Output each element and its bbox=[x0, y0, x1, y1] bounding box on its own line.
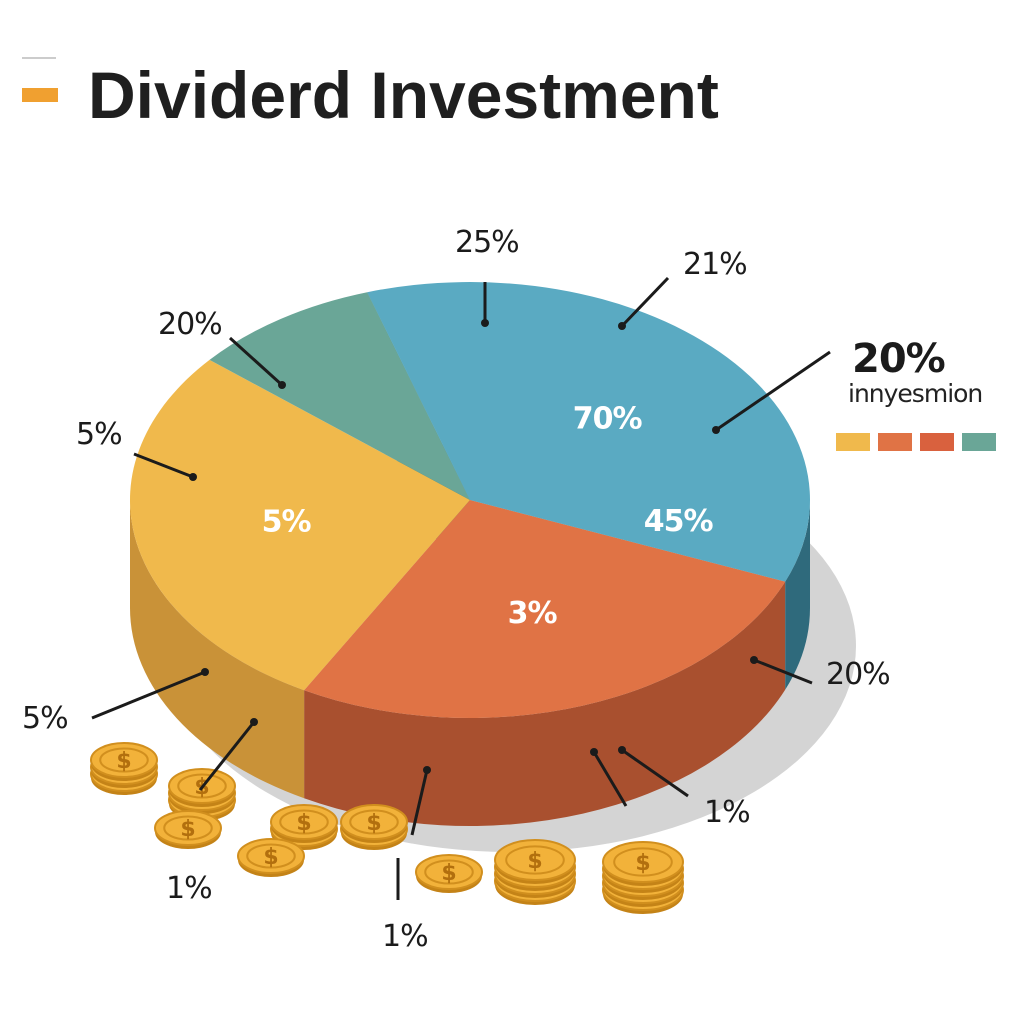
leader-dot bbox=[712, 426, 720, 434]
pie-tops bbox=[129, 282, 810, 718]
coin-stack: $ bbox=[415, 854, 483, 893]
legend-swatches bbox=[836, 433, 996, 451]
callout-label: 1% bbox=[166, 871, 212, 906]
leader-dot bbox=[201, 668, 209, 676]
slice-labels: 3% 5% 70% 45% bbox=[262, 402, 715, 632]
coin-stack: $ bbox=[340, 804, 408, 850]
coin-rim bbox=[177, 773, 227, 799]
callout-label: 21% bbox=[683, 247, 747, 282]
pie-slice-side bbox=[130, 500, 305, 799]
coin-pile: $$$$$$$$$ bbox=[90, 742, 684, 914]
legend-swatch bbox=[836, 433, 870, 451]
coin-rim bbox=[349, 809, 399, 835]
callout-label: 1% bbox=[382, 919, 428, 954]
pie-slice-side bbox=[304, 581, 786, 826]
leader-line bbox=[228, 336, 284, 387]
coin-rim bbox=[279, 809, 329, 835]
leader-dot bbox=[618, 322, 626, 330]
leader-line bbox=[753, 658, 813, 685]
dollar-icon: $ bbox=[441, 861, 456, 886]
dollar-icon: $ bbox=[180, 817, 195, 842]
coin-rim bbox=[424, 859, 474, 885]
pie-slice-label: 70% bbox=[573, 402, 643, 437]
coin-rim bbox=[246, 843, 296, 869]
callout-label: 1% bbox=[704, 795, 750, 830]
leader-line bbox=[592, 751, 628, 807]
leader-line bbox=[198, 721, 256, 791]
leader-dot bbox=[481, 319, 489, 327]
dollar-icon: $ bbox=[366, 811, 381, 836]
dollar-icon: $ bbox=[635, 851, 650, 876]
leader-dot bbox=[250, 718, 258, 726]
callout-big-label: 20% bbox=[852, 336, 945, 382]
legend-title: innyesmion bbox=[848, 379, 982, 408]
callout-label: 20% bbox=[826, 657, 890, 692]
coin-stack: $ bbox=[154, 810, 222, 849]
pie-slice-label: 3% bbox=[508, 596, 558, 631]
leader-line bbox=[621, 748, 689, 798]
legend: innyesmion bbox=[836, 379, 996, 451]
coin-rim bbox=[163, 815, 213, 841]
callout-label: 5% bbox=[76, 417, 122, 452]
leader-dot bbox=[590, 748, 598, 756]
legend-swatch bbox=[878, 433, 912, 451]
leader-dot bbox=[750, 656, 758, 664]
leader-dot bbox=[423, 766, 431, 774]
coin-stack: $ bbox=[90, 742, 158, 795]
dollar-icon: $ bbox=[263, 845, 278, 870]
pie-slice bbox=[367, 282, 810, 582]
chart-title: Dividerd Investment bbox=[88, 58, 719, 132]
callout-label: 20% bbox=[158, 307, 222, 342]
pie-slice-label: 5% bbox=[262, 505, 312, 540]
dollar-icon: $ bbox=[527, 849, 542, 874]
pie-slice bbox=[304, 500, 786, 718]
coin-rim bbox=[99, 747, 149, 773]
leader-line bbox=[620, 276, 670, 328]
dollar-icon: $ bbox=[296, 811, 311, 836]
coin-rim bbox=[505, 845, 565, 875]
coin-rim bbox=[613, 847, 673, 877]
dollar-icon: $ bbox=[116, 749, 131, 774]
pie-slice bbox=[209, 292, 470, 500]
chart-header: Dividerd Investment bbox=[22, 57, 719, 132]
coin-stack: $ bbox=[494, 839, 576, 905]
legend-swatch bbox=[920, 433, 954, 451]
leader-dot bbox=[278, 381, 286, 389]
legend-swatch bbox=[962, 433, 996, 451]
callout-label: 25% bbox=[455, 225, 519, 260]
leader-line bbox=[91, 670, 206, 720]
coin-stack: $ bbox=[602, 841, 684, 914]
leader-dot bbox=[189, 473, 197, 481]
callout-label: 5% bbox=[22, 701, 68, 736]
leader-line bbox=[133, 452, 194, 479]
leader-line bbox=[715, 350, 831, 432]
pie-slice bbox=[129, 359, 470, 691]
callouts: 25% 21% 20% 20% 5% 20% 5% 1% 1% 1% bbox=[22, 225, 946, 954]
pie-slice-label: 45% bbox=[644, 504, 714, 539]
leader-line bbox=[410, 769, 429, 836]
coin-stack: $ bbox=[237, 838, 305, 877]
pie-slice-side bbox=[785, 500, 810, 690]
header-accent-bar bbox=[22, 88, 58, 102]
leader-dot bbox=[618, 746, 626, 754]
